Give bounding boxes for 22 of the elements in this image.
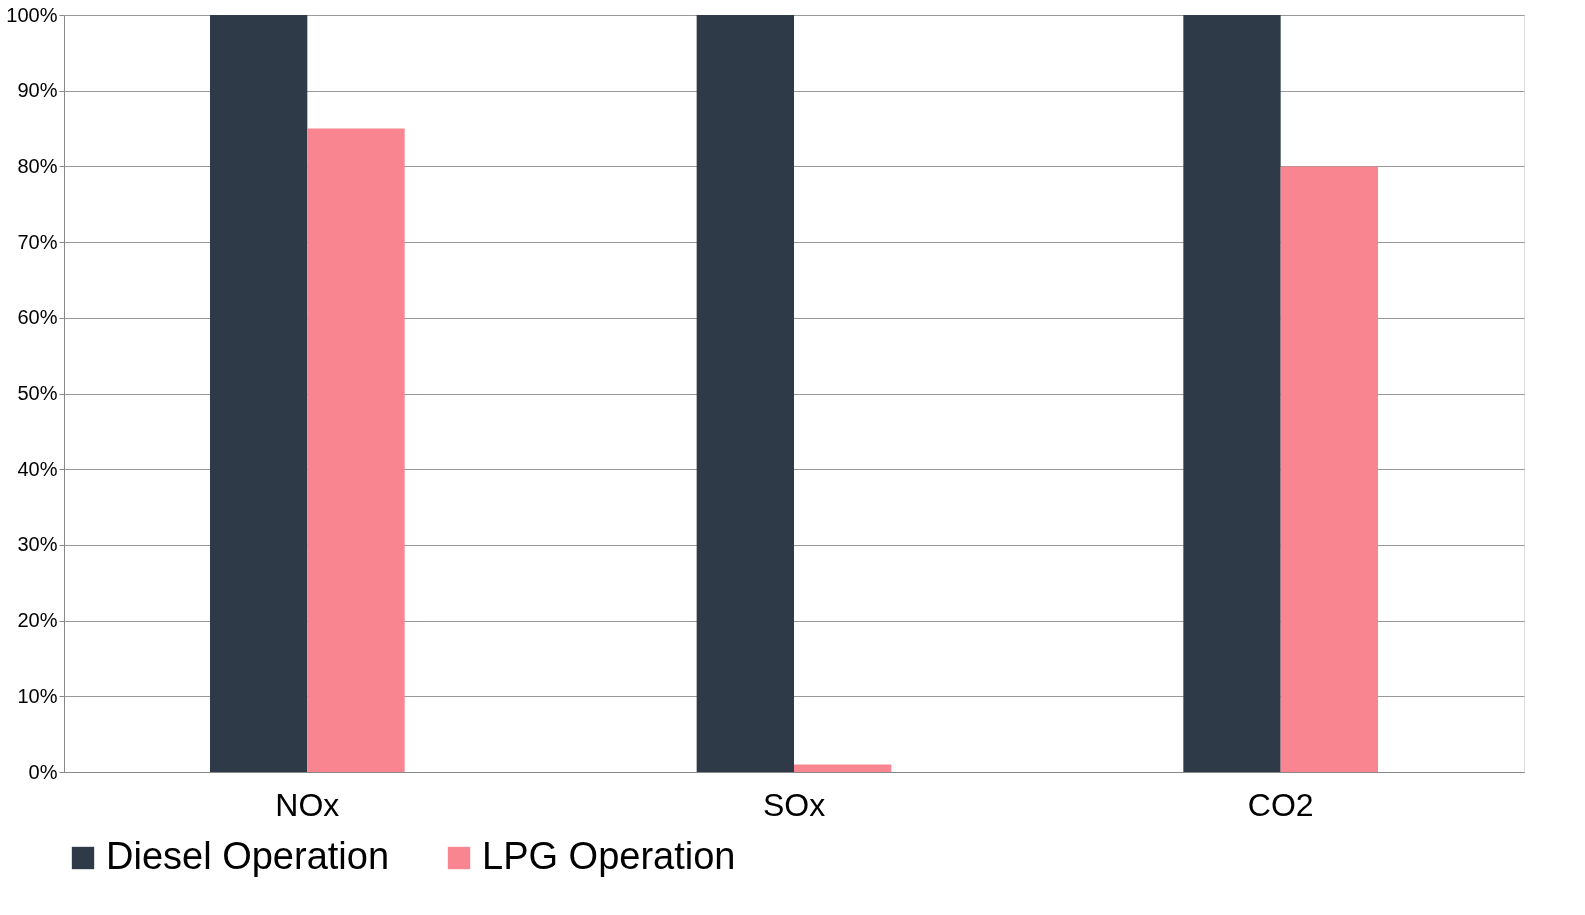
bar <box>1183 15 1281 772</box>
y-tick-label: 90% <box>17 79 58 102</box>
y-tick-label: 70% <box>17 230 58 253</box>
bar <box>794 764 892 772</box>
bar <box>210 15 308 772</box>
x-tick-label: SOx <box>762 786 826 823</box>
y-tick-label: 40% <box>17 457 58 480</box>
y-tick-label: 30% <box>17 533 58 556</box>
y-tick-label: 0% <box>28 760 58 783</box>
bar <box>1280 166 1378 772</box>
bar <box>307 128 405 772</box>
y-tick-label: 20% <box>17 609 58 632</box>
legend-label: Diesel Operation <box>106 835 390 877</box>
y-tick-label: 100% <box>6 3 58 26</box>
y-tick-label: 50% <box>17 382 58 404</box>
y-tick-label: 60% <box>17 306 58 329</box>
bar <box>696 15 794 772</box>
y-tick-label: 10% <box>17 684 58 707</box>
x-tick-label: NOx <box>275 786 340 823</box>
y-tick-label: 80% <box>17 154 58 177</box>
legend-label: LPG Operation <box>482 835 736 877</box>
x-tick-label: CO2 <box>1247 786 1314 823</box>
